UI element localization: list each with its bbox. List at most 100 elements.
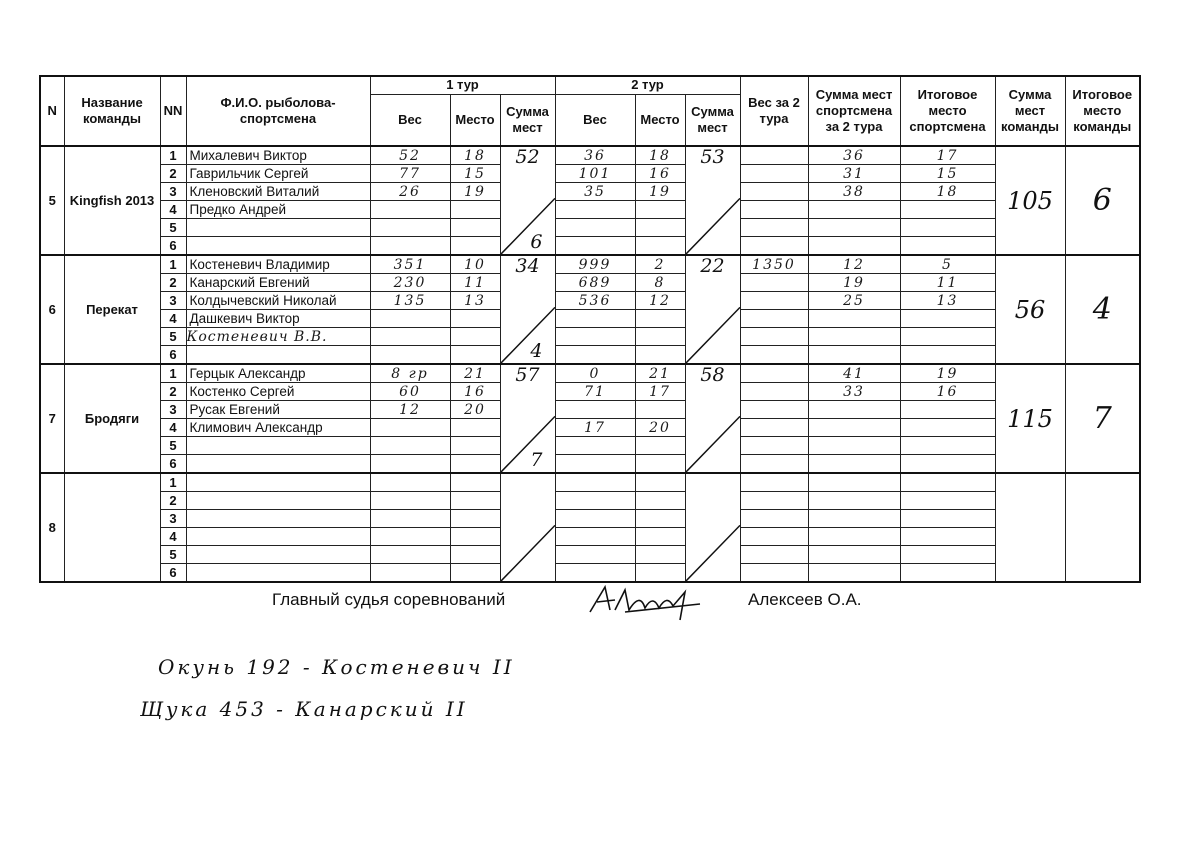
team-number: 6 — [39, 254, 65, 365]
table-row: 5 — [40, 218, 1140, 237]
angler-name — [185, 454, 371, 474]
angler-index: 3 — [159, 291, 187, 310]
tour1-place — [449, 327, 501, 346]
tour1-place — [449, 236, 501, 256]
angler-name — [185, 491, 371, 510]
final-place — [899, 491, 996, 510]
tour1-sum: 57 7 — [499, 363, 556, 474]
tour2-weight: 35 — [554, 182, 636, 201]
angler-index: 6 — [159, 236, 187, 256]
tour2-weight — [554, 200, 636, 219]
tour2-weight: 689 — [554, 273, 636, 292]
sum-place: 6 — [530, 231, 543, 253]
tour1-place — [449, 345, 501, 365]
tour1-weight — [369, 436, 451, 455]
tour1-place: 21 — [449, 363, 501, 383]
final-place — [899, 527, 996, 546]
total-weight — [739, 472, 809, 492]
tour1-weight — [369, 545, 451, 564]
final-place: 5 — [899, 254, 996, 274]
final-place — [899, 345, 996, 365]
angler-index: 1 — [159, 363, 187, 383]
tour2-place — [634, 236, 686, 256]
tour1-weight: 26 — [369, 182, 451, 201]
tour1-place: 15 — [449, 164, 501, 183]
sum-places-2-tours — [807, 545, 901, 564]
angler-name: Предко Андрей — [185, 200, 371, 219]
tour2-place — [634, 218, 686, 237]
final-place: 15 — [899, 164, 996, 183]
tour1-sum: 34 4 — [499, 254, 556, 365]
final-place: 13 — [899, 291, 996, 310]
diagonal-line — [686, 365, 740, 472]
tour1-weight: 8 гр — [369, 363, 451, 383]
sum-places-2-tours — [807, 345, 901, 365]
total-weight: 1350 — [739, 254, 809, 274]
col-weight-2: Вес — [554, 93, 636, 147]
tour1-weight: 60 — [369, 382, 451, 401]
tour1-sum: 52 6 — [499, 145, 556, 256]
total-weight — [739, 418, 809, 437]
tour1-place — [449, 472, 501, 492]
final-place — [899, 400, 996, 419]
tour1-weight — [369, 418, 451, 437]
angler-name — [185, 472, 371, 492]
sum-places-2-tours — [807, 472, 901, 492]
tour1-place: 16 — [449, 382, 501, 401]
tour1-place: 11 — [449, 273, 501, 292]
tour1-weight — [369, 345, 451, 365]
total-weight — [739, 454, 809, 474]
sum-value: 58 — [700, 364, 725, 386]
final-place — [899, 509, 996, 528]
angler-index: 3 — [159, 400, 187, 419]
table-row: 5 — [40, 545, 1140, 564]
table-row: 5 Костеневич В.В. — [40, 327, 1140, 346]
angler-index: 3 — [159, 509, 187, 528]
angler-name: Костеневич В.В. — [185, 327, 371, 346]
tour2-place: 19 — [634, 182, 686, 201]
table-row: 2 — [40, 491, 1140, 510]
angler-name — [185, 545, 371, 564]
tour2-weight: 101 — [554, 164, 636, 183]
tour2-place: 18 — [634, 145, 686, 165]
sum-place: 7 — [530, 449, 543, 471]
angler-name — [185, 563, 371, 583]
angler-name: Дашкевич Виктор — [185, 309, 371, 328]
angler-index: 2 — [159, 491, 187, 510]
total-weight — [739, 363, 809, 383]
angler-index: 1 — [159, 145, 187, 165]
angler-name — [185, 509, 371, 528]
tour2-weight — [554, 454, 636, 474]
angler-index: 1 — [159, 254, 187, 274]
table-row: 3 Русак Евгений 12 20 — [40, 400, 1140, 419]
tour1-weight: 52 — [369, 145, 451, 165]
angler-name — [185, 436, 371, 455]
tour1-place: 20 — [449, 400, 501, 419]
sum-place: 4 — [530, 340, 543, 362]
tour1-weight: 351 — [369, 254, 451, 274]
angler-name: Канарский Евгений — [185, 273, 371, 292]
angler-name — [185, 527, 371, 546]
sum-places-2-tours — [807, 491, 901, 510]
angler-name: Гаврильчик Сергей — [185, 164, 371, 183]
tour1-weight — [369, 454, 451, 474]
total-weight — [739, 545, 809, 564]
tour2-place — [634, 400, 686, 419]
table-row: 2 Костенко Сергей 60 16 71 17 33 16 — [40, 382, 1140, 401]
diagonal-line — [501, 147, 555, 254]
final-place — [899, 218, 996, 237]
tour1-place — [449, 545, 501, 564]
angler-name: Климович Александр — [185, 418, 371, 437]
table-row: 6 Перекат 1 Костеневич Владимир 351 10 34 4 999 2… — [39, 254, 1141, 365]
team-place: 4 — [1064, 254, 1141, 365]
angler-index: 5 — [159, 218, 187, 237]
tour2-weight — [554, 563, 636, 583]
note-pike: Щука 453 - Канарский II — [140, 697, 468, 721]
col-team-sum: Сумма мест команды — [994, 75, 1066, 147]
tour1-place — [449, 563, 501, 583]
tour2-place — [634, 472, 686, 492]
tour2-weight — [554, 472, 636, 492]
total-weight — [739, 273, 809, 292]
team-sum: 115 — [994, 363, 1066, 474]
total-weight — [739, 382, 809, 401]
